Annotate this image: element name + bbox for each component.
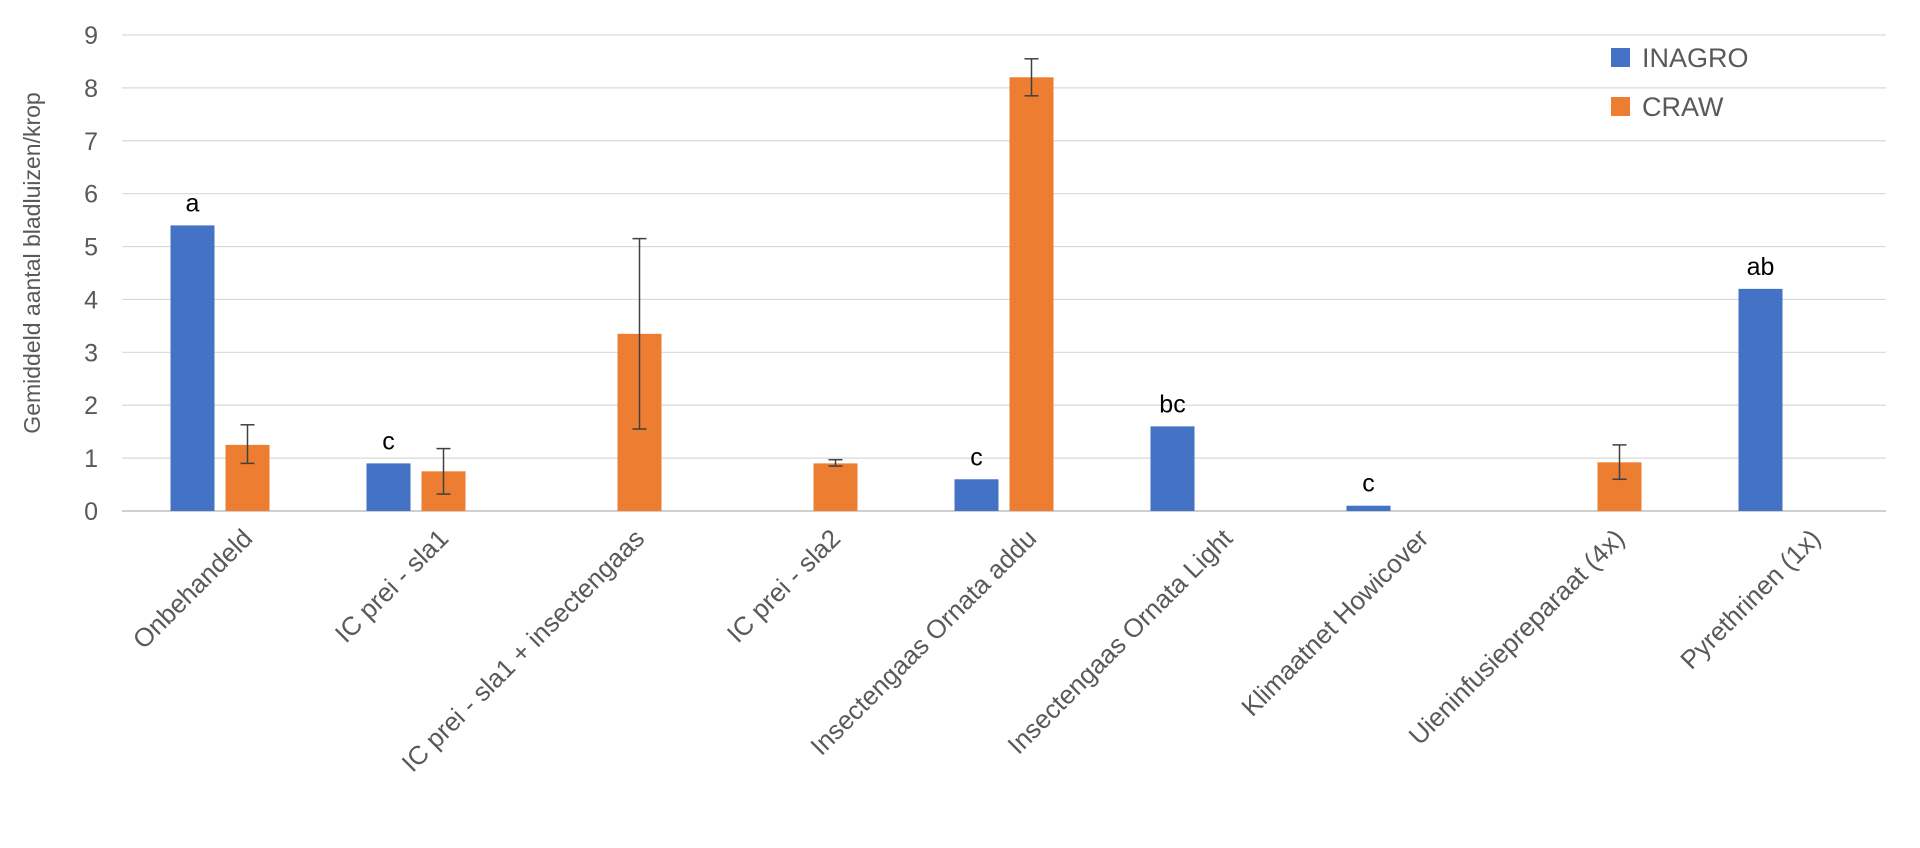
x-category-label-7: Uieninfusiepreparaat (4x) <box>1403 523 1631 751</box>
y-tick-label: 7 <box>84 128 98 156</box>
significance-labels: a c c bc c ab <box>186 189 1775 497</box>
bar-inagro-5 <box>1150 426 1195 511</box>
y-tick-label: 9 <box>84 22 98 50</box>
y-tick-label: 6 <box>84 181 98 209</box>
significance-label-8: ab <box>1747 253 1775 281</box>
x-category-label-0: Onbehandeld <box>127 523 259 655</box>
bar-inagro-4 <box>954 479 999 511</box>
x-category-label-1: IC prei - sla1 <box>329 523 454 648</box>
error-bars <box>240 58 1627 495</box>
significance-label-4: c <box>970 443 983 471</box>
legend-label-inagro: INAGRO <box>1642 43 1749 73</box>
bar-inagro-0 <box>170 225 215 511</box>
bar-craw-3 <box>813 463 858 511</box>
x-category-label-4: Insectengaas Ornata addu <box>804 523 1042 761</box>
y-tick-label: 5 <box>84 234 98 262</box>
legend-label-craw: CRAW <box>1642 92 1724 122</box>
significance-label-1: c <box>382 427 395 455</box>
error-bar-craw-1 <box>436 447 451 495</box>
y-axis-ticks: 0 1 2 3 4 5 6 7 8 9 <box>84 22 98 526</box>
y-tick-label: 3 <box>84 339 98 367</box>
gridlines <box>122 34 1886 512</box>
y-tick-label: 8 <box>84 75 98 103</box>
bar-craw-4 <box>1009 77 1054 512</box>
bar-inagro-1 <box>366 463 411 511</box>
y-tick-label: 2 <box>84 392 98 420</box>
x-category-label-5: Insectengaas Ornata Light <box>1001 522 1238 759</box>
error-bar-craw-3 <box>828 458 843 467</box>
significance-label-0: a <box>186 189 200 217</box>
y-axis-title: Gemiddeld aantal bladluizen/krop <box>19 92 45 433</box>
error-bar-craw-2 <box>632 237 647 430</box>
x-category-label-6: Klimaatnet Howicover <box>1235 523 1434 722</box>
y-tick-label: 1 <box>84 445 98 473</box>
x-category-label-3: IC prei - sla2 <box>721 523 846 648</box>
bar-inagro-6 <box>1346 505 1391 511</box>
error-bar-craw-0 <box>240 424 255 465</box>
bars <box>170 77 1783 512</box>
legend-swatch-inagro <box>1611 48 1630 67</box>
error-bar-craw-4 <box>1024 58 1039 97</box>
significance-label-6: c <box>1362 470 1375 498</box>
legend-swatch-craw <box>1611 97 1630 116</box>
legend: INAGRO CRAW <box>1611 43 1749 122</box>
y-tick-label: 4 <box>84 286 98 314</box>
significance-label-5: bc <box>1159 390 1185 418</box>
x-category-label-8: Pyrethrinen (1x) <box>1674 523 1826 675</box>
y-tick-label: 0 <box>84 498 98 526</box>
bar-inagro-8 <box>1738 288 1783 511</box>
error-bar-craw-7 <box>1612 444 1627 481</box>
